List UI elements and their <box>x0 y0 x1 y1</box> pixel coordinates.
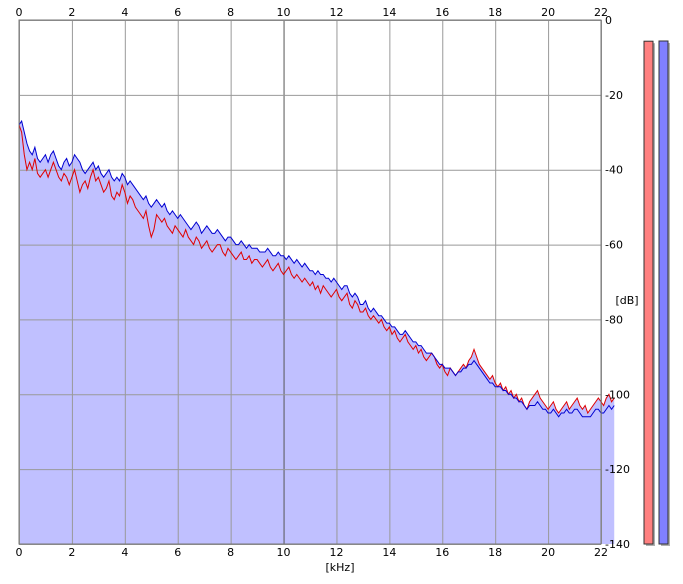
y-tick-label-0: 0 <box>605 14 612 27</box>
series-line-red <box>18 124 615 415</box>
y-tick-labels: 0 -20 -40 -60 -80 -100 -120 -140 <box>605 14 630 551</box>
x-tick-label-bottom-22: 22 <box>594 546 608 559</box>
x-tick-label-bottom-14: 14 <box>382 546 396 559</box>
x-tick-label-top-6: 6 <box>174 6 181 19</box>
y-tick-label--120: -120 <box>605 463 630 476</box>
x-tick-label-top-22: 22 <box>594 6 608 19</box>
x-tick-label-bottom-18: 18 <box>488 546 502 559</box>
x-tick-label-top-8: 8 <box>227 6 234 19</box>
x-tick-label-top-14: 14 <box>382 6 396 19</box>
x-tick-label-bottom-12: 12 <box>329 546 343 559</box>
y-tick-label--60: -60 <box>605 239 623 252</box>
y-tick-label--80: -80 <box>605 313 623 326</box>
y-tick-label--140: -140 <box>605 538 630 551</box>
x-tick-label-top-12: 12 <box>329 6 343 19</box>
series-line-blue <box>18 119 615 418</box>
y-tick-label--40: -40 <box>605 164 623 177</box>
x-tick-label-bottom-2: 2 <box>68 546 75 559</box>
level-meters <box>643 40 670 546</box>
y-tick-label--20: -20 <box>605 89 623 102</box>
x-tick-label-top-16: 16 <box>435 6 449 19</box>
x-tick-label-top-0: 0 <box>16 6 23 19</box>
x-tick-label-bottom-16: 16 <box>435 546 449 559</box>
y-axis-label: [dB] <box>615 294 638 307</box>
x-tick-label-top-10: 10 <box>277 6 291 19</box>
x-axis-label: [kHz] <box>326 561 355 574</box>
x-tick-label-bottom-20: 20 <box>541 546 555 559</box>
level-meter-1 <box>643 40 654 545</box>
plot-border <box>18 19 602 545</box>
x-tick-labels-bottom: 0 2 4 6 8 10 12 14 16 18 20 22 <box>16 546 609 559</box>
level-meter-2 <box>658 40 669 545</box>
x-tick-label-bottom-4: 4 <box>121 546 128 559</box>
y-tick-label--100: -100 <box>605 388 630 401</box>
x-tick-label-top-18: 18 <box>488 6 502 19</box>
x-tick-label-bottom-10: 10 <box>277 546 291 559</box>
x-tick-label-top-4: 4 <box>121 6 128 19</box>
x-tick-label-bottom-6: 6 <box>174 546 181 559</box>
x-tick-label-top-20: 20 <box>541 6 555 19</box>
x-tick-label-bottom-8: 8 <box>227 546 234 559</box>
x-tick-label-bottom-0: 0 <box>16 546 23 559</box>
spectrum-series <box>18 119 615 418</box>
x-tick-labels-top: 0 2 4 6 8 10 12 14 16 18 20 22 <box>16 6 609 19</box>
x-tick-label-top-2: 2 <box>68 6 75 19</box>
